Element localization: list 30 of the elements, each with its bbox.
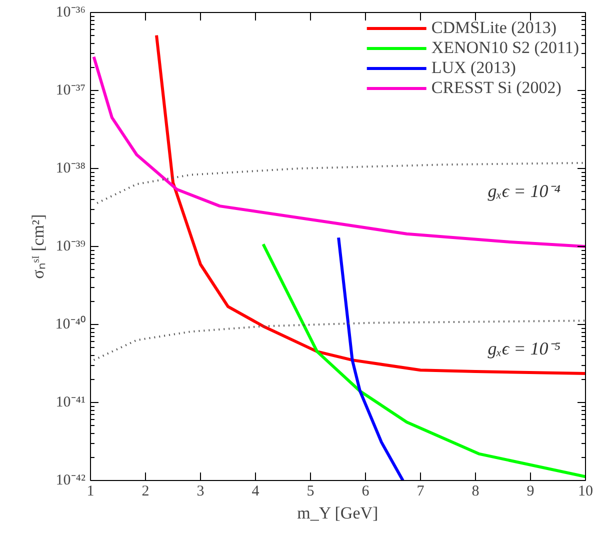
y-axis-title: σₙˢᴵ [cm²] xyxy=(28,214,48,279)
legend-label: CDMSLite (2013) xyxy=(431,18,556,38)
x-tick-label: 9 xyxy=(526,484,534,500)
x-tick-label: 5 xyxy=(306,484,314,500)
legend-label: XENON10 S2 (2011) xyxy=(431,38,579,58)
y-tick-label: 10⁻⁴² xyxy=(56,472,86,488)
legend-label: CRESST Si (2002) xyxy=(431,78,562,98)
x-tick-label: 8 xyxy=(472,484,480,500)
line-series xyxy=(337,236,404,480)
x-tick-label: 1 xyxy=(86,484,94,500)
x-tick-label: 10 xyxy=(578,484,593,500)
x-tick-label: 7 xyxy=(416,484,425,500)
annotation: gₓϵ = 10⁻⁵ xyxy=(488,338,561,359)
y-tick-label: 10⁻⁴¹ xyxy=(56,394,86,410)
line-series xyxy=(92,55,586,248)
y-tick-label: 10⁻³⁶ xyxy=(56,4,86,20)
x-tick-label: 2 xyxy=(142,484,150,500)
y-tick-label: 10⁻³⁹ xyxy=(56,238,86,254)
x-tick-label: 4 xyxy=(252,484,260,500)
x-tick-label: 3 xyxy=(196,484,204,500)
x-tick-label: 6 xyxy=(362,484,370,500)
legend-label: LUX (2013) xyxy=(431,58,516,78)
line-series xyxy=(92,320,586,362)
annotation: gₓϵ = 10⁻⁴ xyxy=(488,180,561,201)
y-tick-label: 10⁻³⁸ xyxy=(56,160,86,176)
y-tick-label: 10⁻⁴⁰ xyxy=(55,316,86,332)
x-axis-title: m_Y [GeV] xyxy=(297,504,378,522)
line-series xyxy=(96,162,586,204)
y-tick-label: 10⁻³⁷ xyxy=(56,82,86,98)
line-series xyxy=(262,242,586,478)
